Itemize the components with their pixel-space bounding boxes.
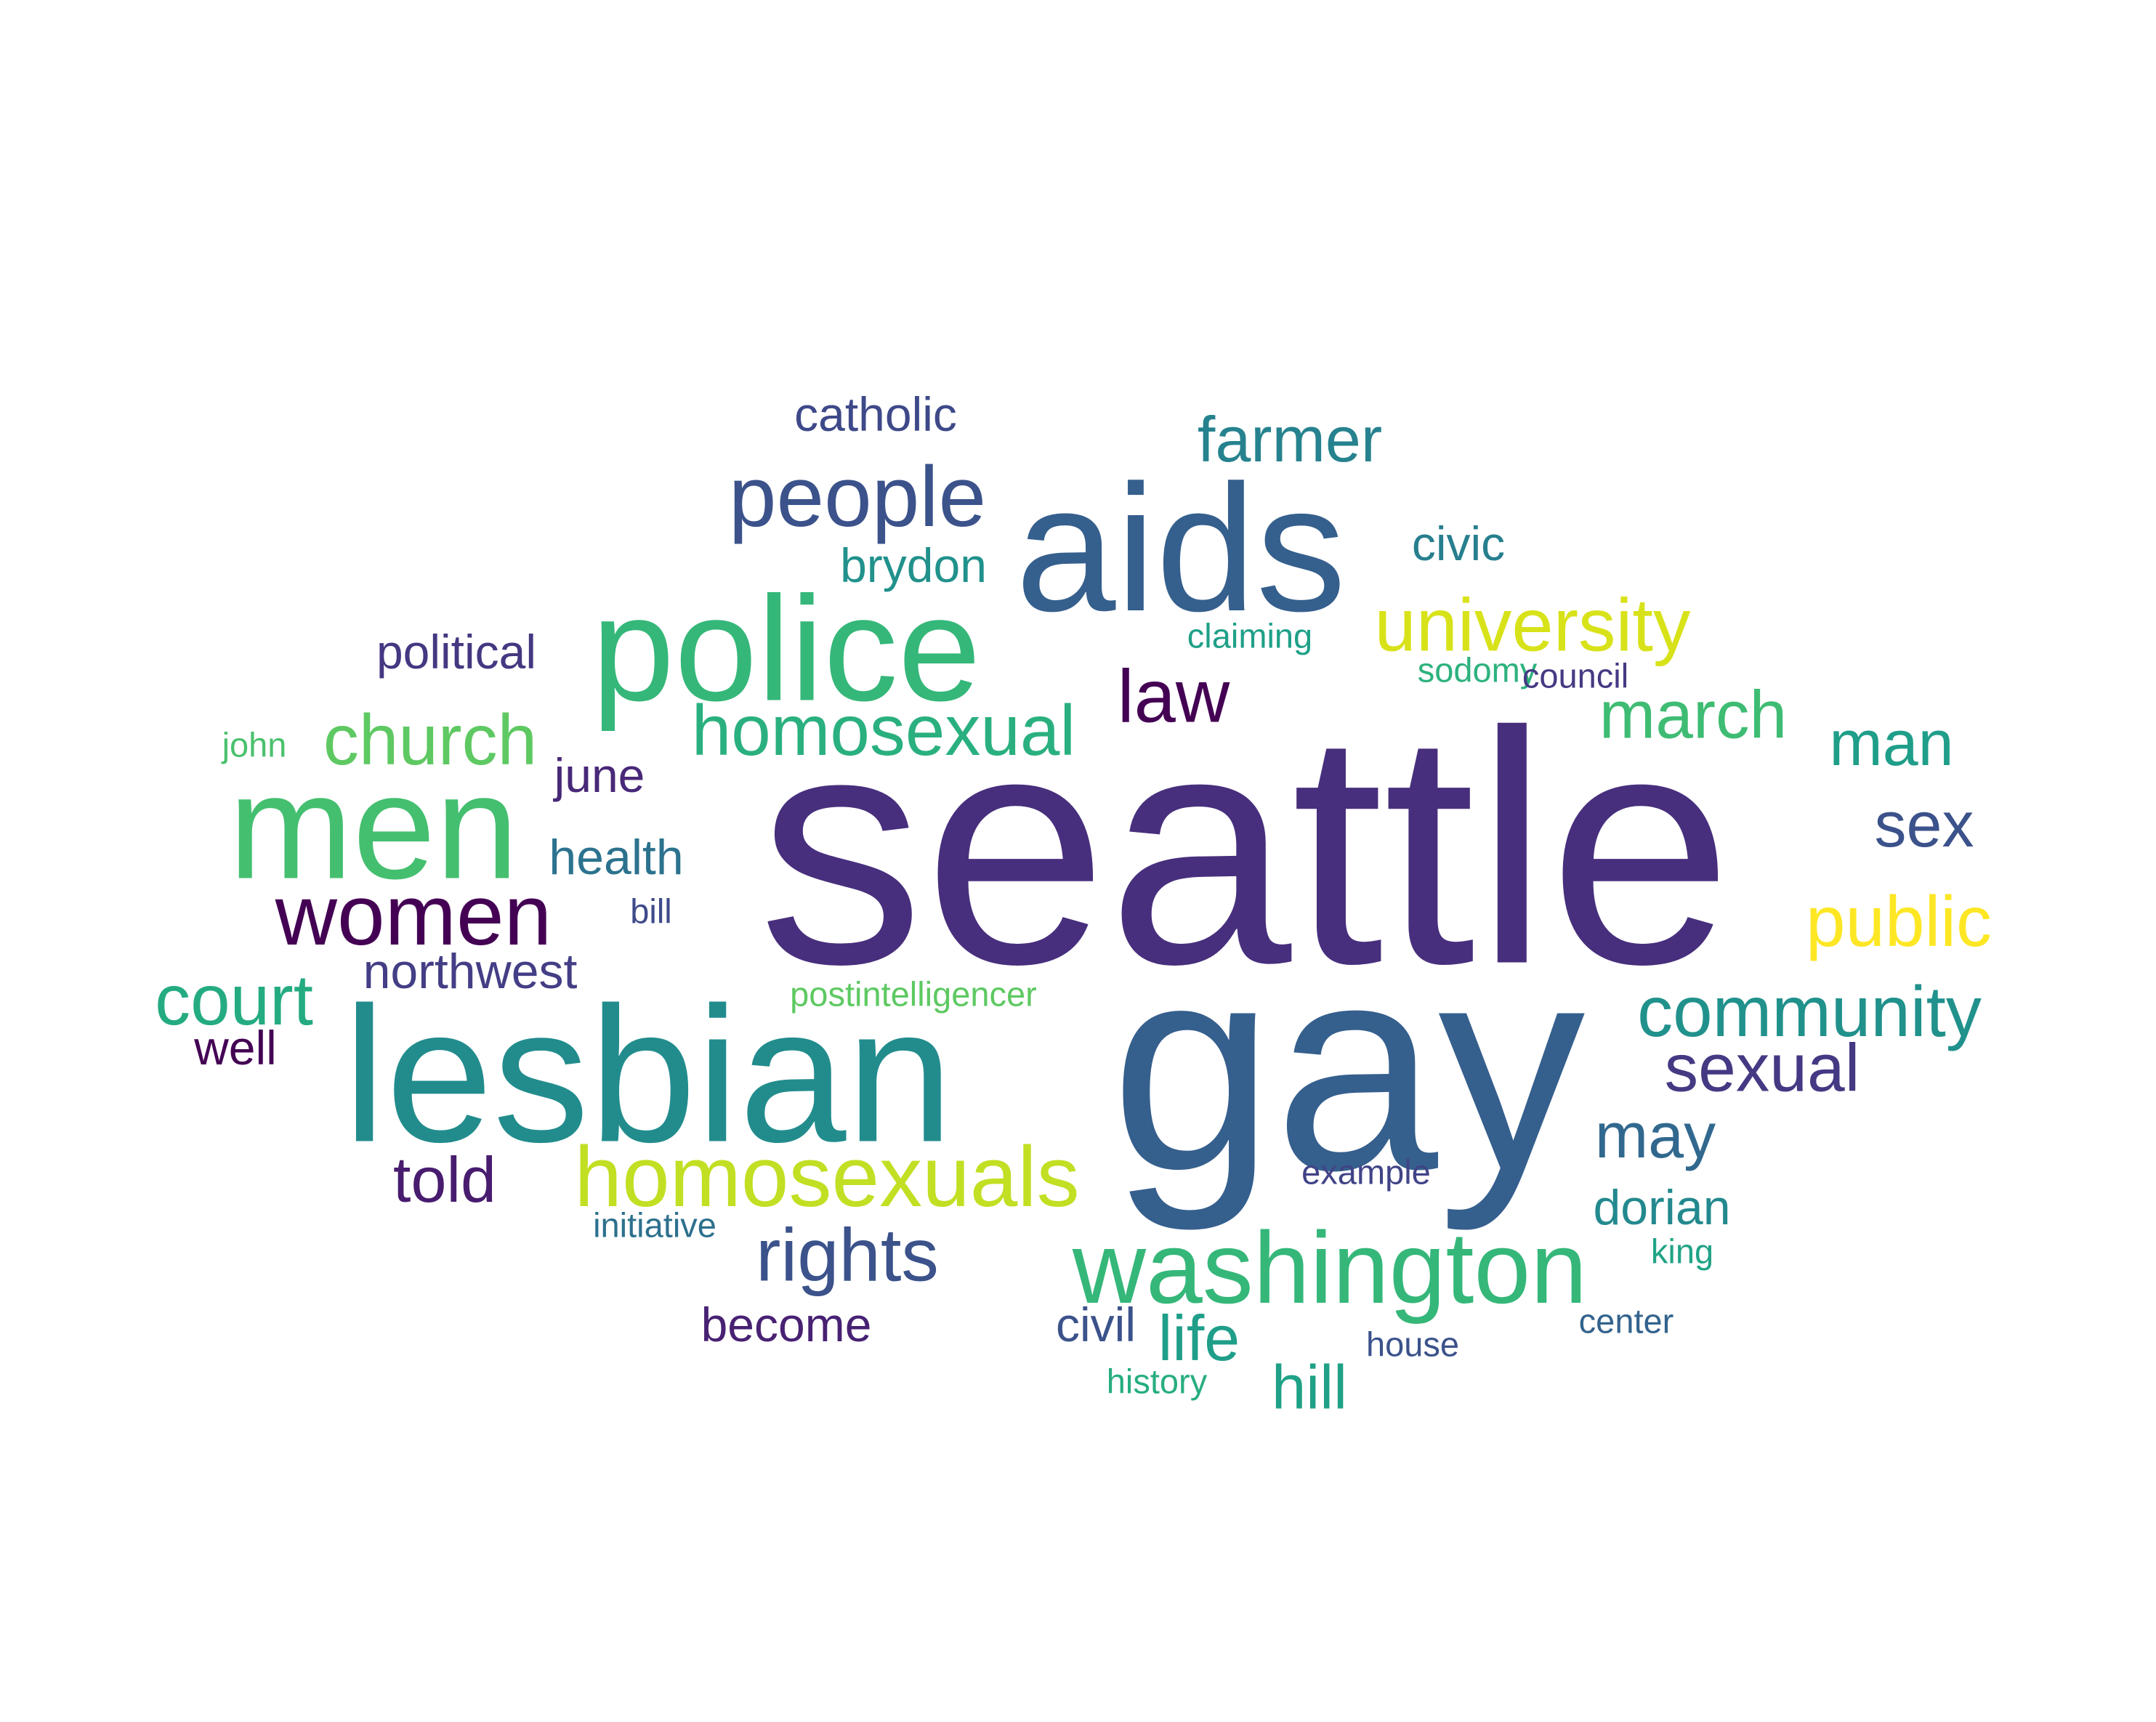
word-washington: washington <box>1072 1210 1588 1325</box>
word-example: example <box>1301 1152 1431 1192</box>
word-told: told <box>393 1144 496 1216</box>
word-history: history <box>1106 1362 1208 1401</box>
word-sex: sex <box>1874 788 1974 860</box>
word-women: women <box>275 868 552 963</box>
word-farmer: farmer <box>1197 403 1383 475</box>
word-seattle: seattle <box>758 663 1733 1033</box>
word-man: man <box>1829 707 1954 779</box>
word-church: church <box>323 700 538 780</box>
word-northwest: northwest <box>363 944 578 999</box>
word-homosexual: homosexual <box>691 690 1076 770</box>
word-may: may <box>1594 1099 1716 1171</box>
word-king: king <box>1650 1232 1714 1271</box>
word-rights: rights <box>756 1213 939 1297</box>
word-police: police <box>592 565 981 732</box>
word-civic: civic <box>1411 517 1506 570</box>
word-civil: civil <box>1056 1298 1136 1351</box>
word-aids: aids <box>1015 447 1347 649</box>
word-postintelligencer: postintelligencer <box>790 974 1037 1014</box>
word-university: university <box>1374 583 1691 667</box>
word-gay: gay <box>1110 902 1586 1232</box>
word-well: well <box>194 1021 277 1075</box>
word-life: life <box>1158 1302 1240 1374</box>
word-june: june <box>554 748 645 802</box>
word-public: public <box>1805 881 1993 961</box>
word-homosexuals: homosexuals <box>574 1129 1080 1225</box>
word-claiming: claiming <box>1187 616 1313 655</box>
word-political: political <box>376 625 537 679</box>
word-bill: bill <box>630 892 672 931</box>
word-community: community <box>1637 971 1982 1051</box>
word-men: men <box>228 743 519 910</box>
word-become: become <box>701 1298 872 1351</box>
word-health: health <box>549 830 684 885</box>
word-initiative: initiative <box>593 1205 716 1245</box>
word-law: law <box>1117 654 1230 738</box>
word-sexual: sexual <box>1664 1030 1860 1106</box>
word-people: people <box>728 449 987 545</box>
word-court: court <box>155 960 313 1040</box>
word-council: council <box>1522 656 1629 695</box>
word-dorian: dorian <box>1593 1180 1731 1235</box>
word-hill: hill <box>1272 1353 1347 1423</box>
word-catholic: catholic <box>794 387 957 441</box>
word-john: john <box>222 725 287 764</box>
word-lesbian: lesbian <box>343 967 953 1183</box>
word-sodomy: sodomy <box>1417 650 1538 690</box>
word-brydon: brydon <box>840 538 987 592</box>
word-house: house <box>1365 1325 1460 1364</box>
word-center: center <box>1578 1301 1674 1341</box>
word-march: march <box>1599 676 1788 753</box>
